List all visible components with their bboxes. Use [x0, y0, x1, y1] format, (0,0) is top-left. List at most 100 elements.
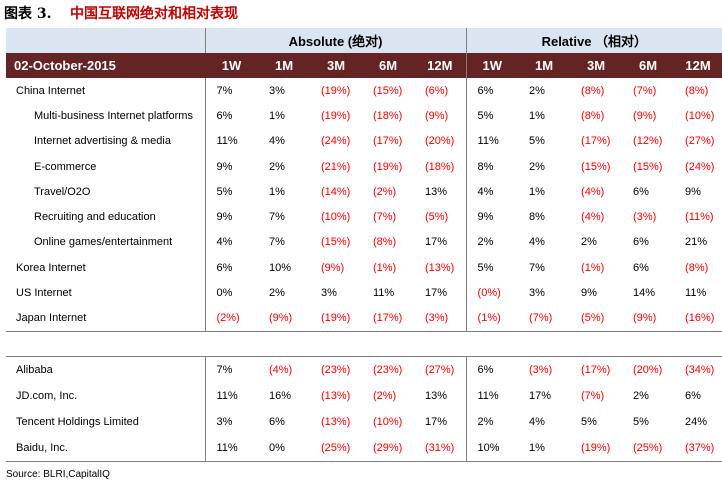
value-cell: 1%	[269, 185, 285, 198]
value-cell: (15%)	[321, 236, 351, 249]
value-cell: (19%)	[321, 109, 351, 122]
value-cell: 7%	[529, 261, 545, 274]
value-cell: 7%	[269, 211, 285, 224]
value-cell: (10%)	[685, 109, 715, 122]
row-label: Korea Internet	[16, 261, 86, 274]
value-cell: (12%)	[633, 135, 663, 148]
value-cell: (4%)	[581, 185, 605, 198]
value-cell: 11%	[204, 435, 258, 462]
value-cell: (5%)	[570, 305, 623, 332]
value-cell: 7%	[204, 356, 258, 383]
value-cell: (19%)	[310, 305, 362, 332]
value-cell: (1%)	[373, 261, 397, 274]
value-cell: 17%	[425, 416, 448, 428]
value-cell: 2%	[529, 84, 545, 97]
value-cell: 10%	[465, 435, 518, 462]
value-cell: (17%)	[581, 135, 611, 148]
value-cell: 8%	[465, 153, 519, 180]
value-cell: (19%)	[581, 442, 611, 454]
value-cell: (3%)	[633, 211, 657, 224]
value-cell: 3%	[204, 409, 258, 435]
value-cell: 6%	[465, 78, 519, 104]
value-cell: (15%)	[373, 84, 403, 97]
figure-title: 图表 3. 中国互联网绝对和相对表现	[4, 4, 238, 24]
value-cell: 2%	[633, 390, 649, 402]
value-cell: 5%	[465, 255, 519, 281]
value-cell: 0%	[269, 442, 285, 454]
value-cell: (15%)	[633, 160, 663, 173]
absolute-header: Absolute (绝对)	[204, 28, 467, 53]
value-cell: 6%	[204, 103, 258, 129]
header-blank-cell	[6, 28, 205, 53]
value-cell: (7%)	[581, 390, 605, 402]
value-cell: 17%	[529, 390, 552, 402]
value-cell: 1%	[529, 109, 545, 122]
value-cell: (25%)	[633, 442, 663, 454]
row-label: JD.com, Inc.	[16, 390, 78, 402]
value-cell: 6%	[633, 185, 649, 198]
value-cell: (7%)	[518, 305, 571, 332]
period-header-abs-6m: 6M	[362, 53, 414, 78]
value-cell: 2%	[465, 409, 518, 435]
value-cell: (9%)	[258, 305, 310, 332]
value-cell: (13%)	[321, 416, 351, 428]
table-row: Korea Internet 6% 10% (9%) (1%) (13%) 5% 7% (1%)…	[6, 255, 722, 281]
value-cell: (16%)	[674, 305, 722, 332]
value-cell: 2%	[581, 236, 597, 249]
value-cell: 6%	[685, 390, 701, 402]
value-cell: (31%)	[425, 442, 455, 454]
value-cell: (9%)	[425, 109, 449, 122]
value-cell: (17%)	[373, 135, 403, 148]
value-cell: (9%)	[321, 261, 345, 274]
value-cell: 7%	[269, 236, 285, 249]
value-cell: 3%	[269, 84, 285, 97]
table-row: Internet advertising & media 11% 4% (24%) (1…	[6, 128, 722, 154]
value-cell: (8%)	[685, 261, 709, 274]
relative-header: Relative （相对）	[465, 28, 722, 53]
group-header-row: Absolute (绝对) Relative （相对）	[6, 28, 722, 53]
performance-table: Absolute (绝对) Relative （相对） 02-October-2…	[6, 28, 722, 332]
value-cell: (11%)	[685, 211, 714, 224]
row-label: China Internet	[16, 84, 86, 97]
row-label: Travel/O2O	[34, 185, 91, 198]
figure-number: 图表 3.	[4, 6, 52, 22]
value-cell: 11%	[204, 128, 258, 154]
value-cell: (13%)	[321, 390, 351, 402]
value-cell: 2%	[269, 287, 285, 300]
value-cell: (8%)	[581, 109, 605, 122]
value-cell: 9%	[581, 287, 597, 300]
value-cell: (3%)	[414, 305, 467, 332]
value-cell: (6%)	[425, 84, 449, 97]
value-cell: (23%)	[373, 364, 403, 376]
value-cell: 14%	[633, 287, 656, 300]
row-label: Tencent Holdings Limited	[16, 416, 139, 428]
period-header-rel-12m: 12M	[674, 53, 722, 78]
table-row: JD.com, Inc. 11% 16% (13%) (2%) 13% 11% 17% (7%)…	[6, 383, 722, 409]
value-cell: 11%	[373, 287, 395, 300]
value-cell: 13%	[425, 390, 448, 402]
value-cell: (17%)	[581, 364, 611, 376]
value-cell: 3%	[321, 287, 337, 300]
value-cell: 11%	[685, 287, 707, 300]
value-cell: (18%)	[425, 160, 455, 173]
value-cell: 13%	[425, 185, 448, 198]
row-label: Alibaba	[16, 364, 53, 376]
value-cell: 11%	[465, 383, 518, 409]
value-cell: (24%)	[321, 135, 351, 148]
value-cell: (18%)	[373, 109, 403, 122]
row-label: US Internet	[16, 287, 72, 300]
value-cell: (27%)	[685, 135, 715, 148]
table-row: Japan Internet (2%) (9%) (19%) (17%) (3%) (1%)…	[6, 305, 722, 332]
value-cell: (2%)	[373, 185, 397, 198]
row-label: Recruiting and education	[34, 211, 156, 224]
period-header-rel-3m: 3M	[570, 53, 623, 78]
value-cell: (27%)	[425, 364, 455, 376]
value-cell: 9%	[204, 204, 258, 230]
value-cell: 4%	[529, 416, 545, 428]
value-cell: (20%)	[425, 135, 455, 148]
period-header-rel-1w: 1W	[465, 53, 519, 78]
value-cell: (8%)	[373, 236, 397, 249]
value-cell: (7%)	[633, 84, 657, 97]
value-cell: 6%	[465, 356, 518, 383]
value-cell: (2%)	[373, 390, 397, 402]
